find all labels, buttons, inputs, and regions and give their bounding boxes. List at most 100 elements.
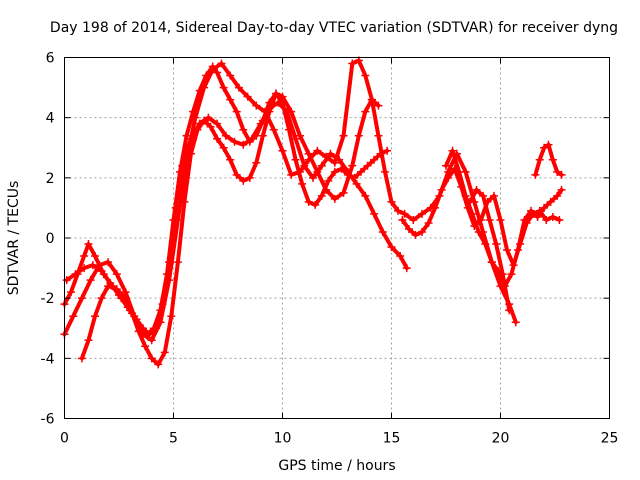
data-point-marker (311, 200, 320, 209)
data-point-marker (354, 131, 363, 140)
data-point-marker (496, 215, 505, 224)
data-point-marker (553, 191, 562, 200)
data-point-marker (77, 294, 86, 303)
data-point-marker (553, 167, 562, 176)
data-point-marker (479, 191, 488, 200)
y-tick-label: 2 (46, 171, 55, 187)
data-point-marker (437, 185, 446, 194)
data-point-marker (130, 312, 139, 321)
data-point-marker (91, 312, 100, 321)
series-line (79, 91, 390, 367)
data-point-marker (511, 318, 520, 327)
data-point-marker (97, 294, 106, 303)
data-point-marker (84, 240, 93, 249)
data-point-marker (261, 107, 270, 116)
data-point-marker (200, 83, 209, 92)
data-point-marker (234, 83, 243, 92)
data-point-marker (278, 98, 287, 107)
data-point-marker (370, 209, 379, 218)
data-point-marker (232, 170, 241, 179)
data-point-marker (444, 173, 453, 182)
data-point-marker (138, 330, 147, 339)
data-point-marker (91, 252, 100, 261)
data-point-marker (465, 197, 474, 206)
data-point-marker (374, 101, 383, 110)
chart-title: Day 198 of 2014, Sidereal Day-to-day VTE… (50, 20, 618, 36)
y-axis-label: SDTVAR / TECUs (6, 181, 22, 296)
data-point-marker (217, 59, 226, 68)
data-point-marker (476, 215, 485, 224)
data-point-marker (330, 167, 339, 176)
data-point-marker (80, 252, 89, 261)
data-point-marker (531, 170, 540, 179)
series-line (64, 100, 409, 337)
data-point-marker (404, 224, 413, 233)
data-point-marker (326, 149, 335, 158)
data-point-marker (154, 360, 163, 369)
data-point-marker (104, 282, 113, 291)
data-point-marker (213, 119, 222, 128)
data-point-marker (219, 143, 228, 152)
data-point-marker (348, 161, 357, 170)
data-point-marker (213, 68, 222, 77)
data-point-marker (507, 270, 516, 279)
x-tick-label: 0 (60, 431, 69, 447)
data-point-marker (67, 288, 76, 297)
data-point-marker (239, 176, 248, 185)
data-point-marker (317, 161, 326, 170)
data-point-marker (269, 125, 278, 134)
data-point-marker (337, 164, 346, 173)
data-point-marker (258, 131, 267, 140)
axis-ticks: -6 -4 -2 0 2 4 6 0 5 10 15 20 25 (41, 51, 619, 447)
data-point-marker (557, 170, 566, 179)
data-point-marker (380, 167, 389, 176)
data-point-marker (226, 95, 235, 104)
data-point-marker (206, 122, 215, 131)
y-tick-label: -4 (41, 351, 55, 367)
data-point-marker (540, 143, 549, 152)
data-point-marker (256, 119, 265, 128)
data-point-marker (513, 246, 522, 255)
data-point-marker (481, 240, 490, 249)
satellite-track-4 (60, 56, 520, 345)
data-point-marker (287, 170, 296, 179)
data-point-marker (548, 155, 557, 164)
data-point-marker (304, 155, 313, 164)
data-point-marker (487, 258, 496, 267)
y-tick-label: 0 (46, 231, 55, 247)
data-point-marker (230, 137, 239, 146)
data-point-marker (112, 270, 121, 279)
data-point-marker (485, 215, 494, 224)
data-point-marker (339, 188, 348, 197)
data-point-marker (418, 209, 427, 218)
data-point-marker (69, 312, 78, 321)
data-point-marker (370, 155, 379, 164)
data-point-marker (226, 71, 235, 80)
data-point-marker (424, 218, 433, 227)
x-tick-label: 15 (383, 431, 401, 447)
data-point-marker (182, 155, 191, 164)
data-point-marker (503, 246, 512, 255)
data-series (60, 56, 566, 369)
satellite-track-7 (531, 140, 566, 179)
data-point-marker (322, 152, 331, 161)
data-point-marker (182, 131, 191, 140)
data-point-marker (97, 267, 106, 276)
data-point-marker (295, 131, 304, 140)
data-point-marker (173, 215, 182, 224)
data-point-marker (298, 179, 307, 188)
data-point-marker (350, 173, 359, 182)
data-point-marker (383, 146, 392, 155)
data-point-marker (361, 191, 370, 200)
data-point-marker (387, 197, 396, 206)
data-point-marker (112, 285, 121, 294)
data-point-marker (84, 336, 93, 345)
data-point-marker (492, 240, 501, 249)
data-point-marker (378, 227, 387, 236)
data-point-marker (557, 185, 566, 194)
data-point-marker (173, 258, 182, 267)
x-tick-label: 25 (601, 431, 619, 447)
data-point-marker (343, 170, 352, 179)
y-tick-label: 4 (46, 111, 55, 127)
